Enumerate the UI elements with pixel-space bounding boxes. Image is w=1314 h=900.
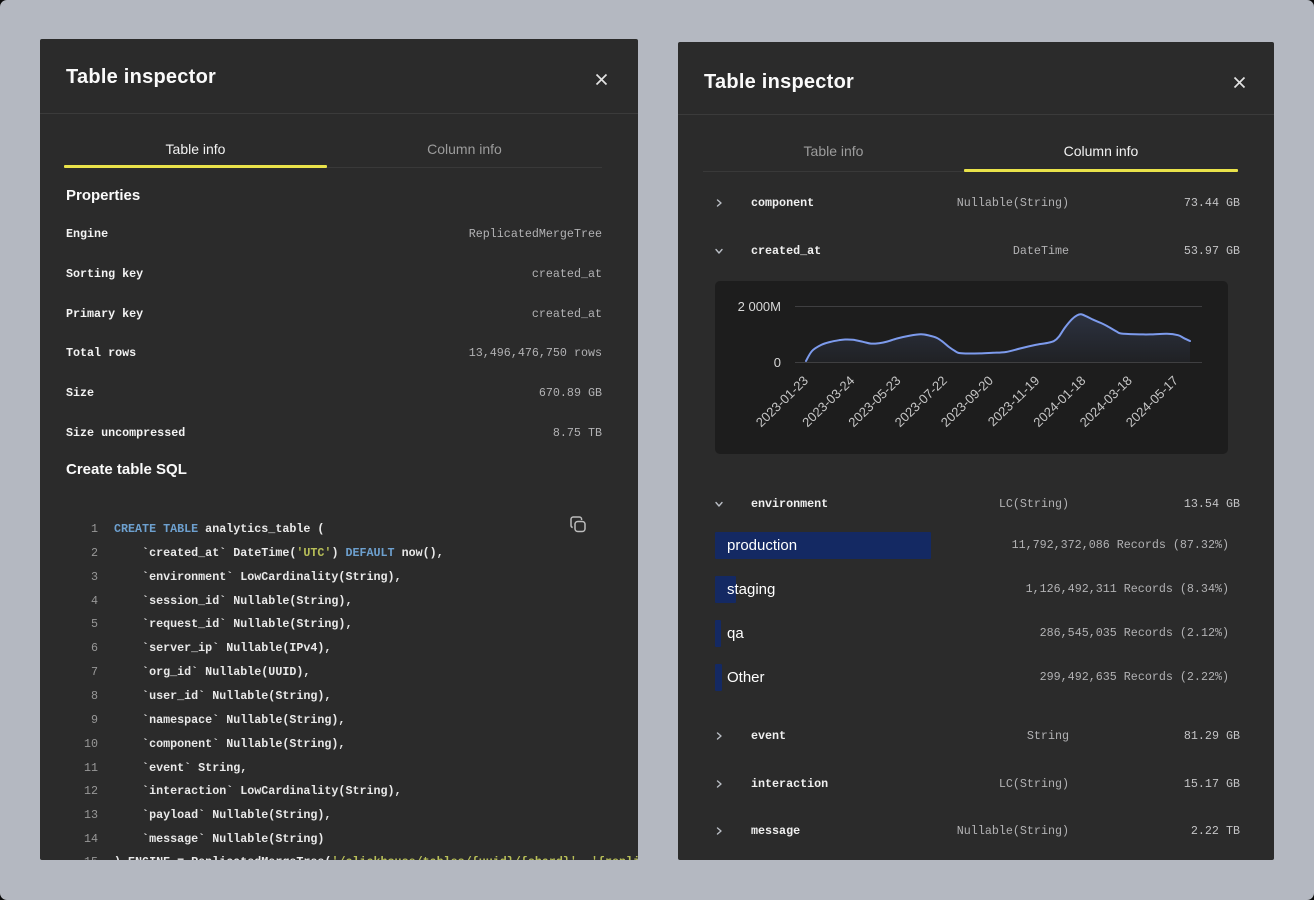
svg-text:0: 0 [774, 355, 781, 370]
svg-text:2 000M: 2 000M [738, 299, 781, 314]
